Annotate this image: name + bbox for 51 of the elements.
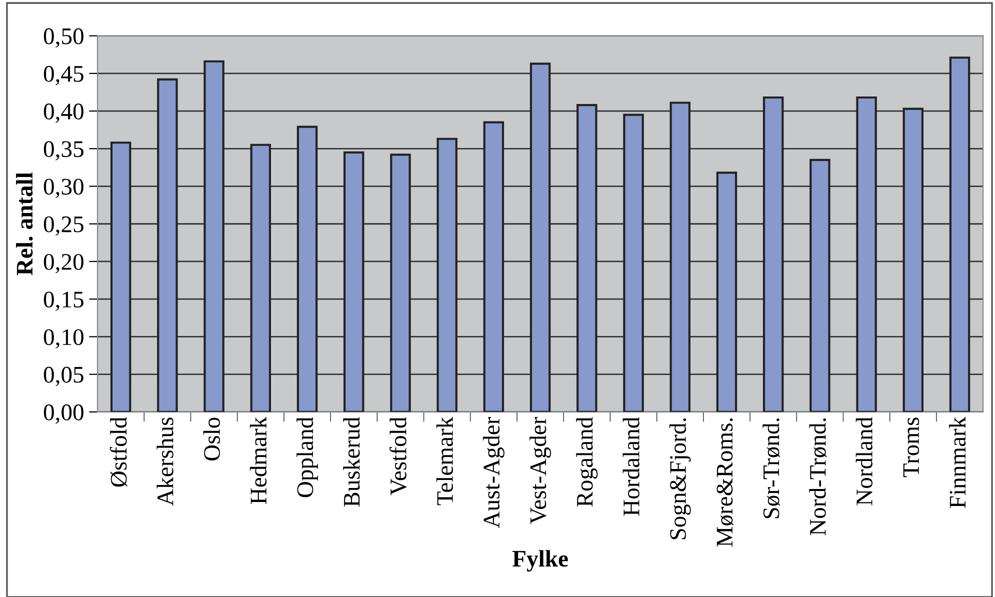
y-tick-label: 0,25 <box>44 216 84 236</box>
x-tick-label: Østfold <box>110 417 128 487</box>
bar <box>716 172 738 412</box>
bar <box>576 104 598 412</box>
x-tick-label: Sogn&Fjord. <box>669 418 691 540</box>
x-tick-label: Finnmark <box>949 416 966 508</box>
y-tick-label: 0,15 <box>44 292 84 311</box>
bar <box>483 121 504 412</box>
bar <box>856 96 877 412</box>
y-tick-label: 0,50 <box>44 28 84 48</box>
bar <box>296 126 318 412</box>
bar <box>670 102 690 412</box>
bar <box>204 60 224 412</box>
bar <box>390 154 411 412</box>
bar <box>157 78 178 412</box>
x-tick-label: Vest-Agder <box>530 417 552 524</box>
y-tick-label: 0,00 <box>44 404 84 424</box>
x-tick-label: Buskerud <box>343 417 360 507</box>
bar <box>530 62 551 412</box>
y-tick-label: 0,05 <box>44 366 84 386</box>
x-tick-label: Akershus <box>156 418 174 506</box>
bar <box>110 142 132 412</box>
x-tick-label: Aust-Agder <box>482 417 504 528</box>
y-tick-label: 0,20 <box>44 254 84 274</box>
x-tick-label: Oslo <box>203 418 220 460</box>
x-tick-label: Troms <box>903 418 920 478</box>
x-tick-label: Oppland <box>296 417 318 498</box>
x-tick-label: Nordland <box>856 417 872 506</box>
x-tick-label: Vestfold <box>390 417 406 496</box>
y-axis-title: Rel. antall <box>16 172 33 276</box>
x-tick-label: Møre&Roms. <box>716 418 734 547</box>
y-tick-label: 0,45 <box>44 66 84 86</box>
bar <box>250 144 272 412</box>
bar <box>762 96 784 412</box>
x-tick-label: Sør-Trønd. <box>762 418 780 518</box>
y-tick-label: 0,30 <box>44 178 84 198</box>
x-tick-label: Hedmark <box>250 416 267 504</box>
x-tick-label: Telemark <box>436 416 453 506</box>
y-tick-label: 0,40 <box>44 104 84 123</box>
x-tick-label: Hordaland <box>622 417 640 516</box>
bar <box>810 158 830 412</box>
bar <box>623 114 644 412</box>
y-tick-label: 0,35 <box>44 141 84 160</box>
bar <box>949 56 970 412</box>
y-tick-label: 0,10 <box>44 329 84 349</box>
bar <box>902 108 924 412</box>
x-axis-title: Fylke <box>512 550 568 572</box>
x-tick-label: Nord-Trønd. <box>809 418 827 536</box>
x-tick-label: Rogaland <box>576 417 598 507</box>
bar <box>436 138 458 412</box>
bar <box>343 151 364 412</box>
